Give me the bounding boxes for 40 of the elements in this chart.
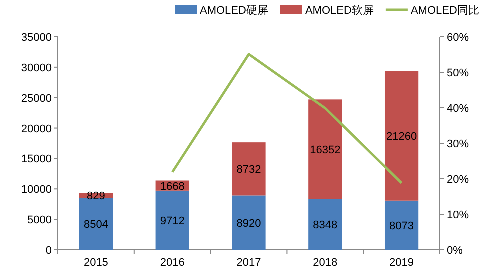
y2-tick-label: 30% xyxy=(447,138,470,150)
data-label: 21260 xyxy=(386,131,418,144)
x-tick-label: 2015 xyxy=(84,257,108,269)
y2-tick-label: 50% xyxy=(447,68,470,80)
bar xyxy=(384,71,419,201)
y-tick-label: 15000 xyxy=(21,154,52,166)
data-label: 8348 xyxy=(313,220,338,232)
y-tick-label: 25000 xyxy=(21,92,52,105)
bar xyxy=(308,100,342,200)
y-tick-label: 0 xyxy=(46,245,52,257)
bar xyxy=(384,200,419,250)
y2-tick-label: 60% xyxy=(447,32,470,44)
y-tick-label: 20000 xyxy=(21,123,52,136)
bar xyxy=(156,190,190,250)
y-tick-label: 5000 xyxy=(28,214,52,227)
data-label: 9712 xyxy=(160,215,185,228)
data-label: 16352 xyxy=(310,144,341,156)
y2-tick-label: 20% xyxy=(447,174,470,186)
bar xyxy=(79,198,114,250)
legend-label: AMOLED软屏 xyxy=(305,5,374,17)
data-label: 8732 xyxy=(236,164,262,176)
data-label: 8073 xyxy=(390,220,414,232)
legend-label: AMOLED同比 xyxy=(410,4,480,17)
y-tick-label: 35000 xyxy=(21,32,52,44)
legend-label: AMOLED硬屏 xyxy=(200,5,268,17)
data-label: 8920 xyxy=(236,218,262,230)
bar xyxy=(232,196,266,250)
x-tick-label: 2019 xyxy=(390,257,414,269)
x-tick-label: 2017 xyxy=(236,257,262,269)
y-tick-label: 30000 xyxy=(21,62,52,74)
data-label: 1668 xyxy=(160,180,185,193)
data-label: 8504 xyxy=(84,219,108,232)
bar xyxy=(308,199,342,250)
y2-tick-label: 0% xyxy=(447,245,464,257)
x-tick-label: 2016 xyxy=(160,257,185,269)
y2-tick-label: 10% xyxy=(447,210,470,222)
y-tick-label: 10000 xyxy=(21,184,52,196)
x-tick-label: 2018 xyxy=(313,257,338,269)
y2-tick-label: 40% xyxy=(447,103,470,115)
bar xyxy=(232,142,266,196)
